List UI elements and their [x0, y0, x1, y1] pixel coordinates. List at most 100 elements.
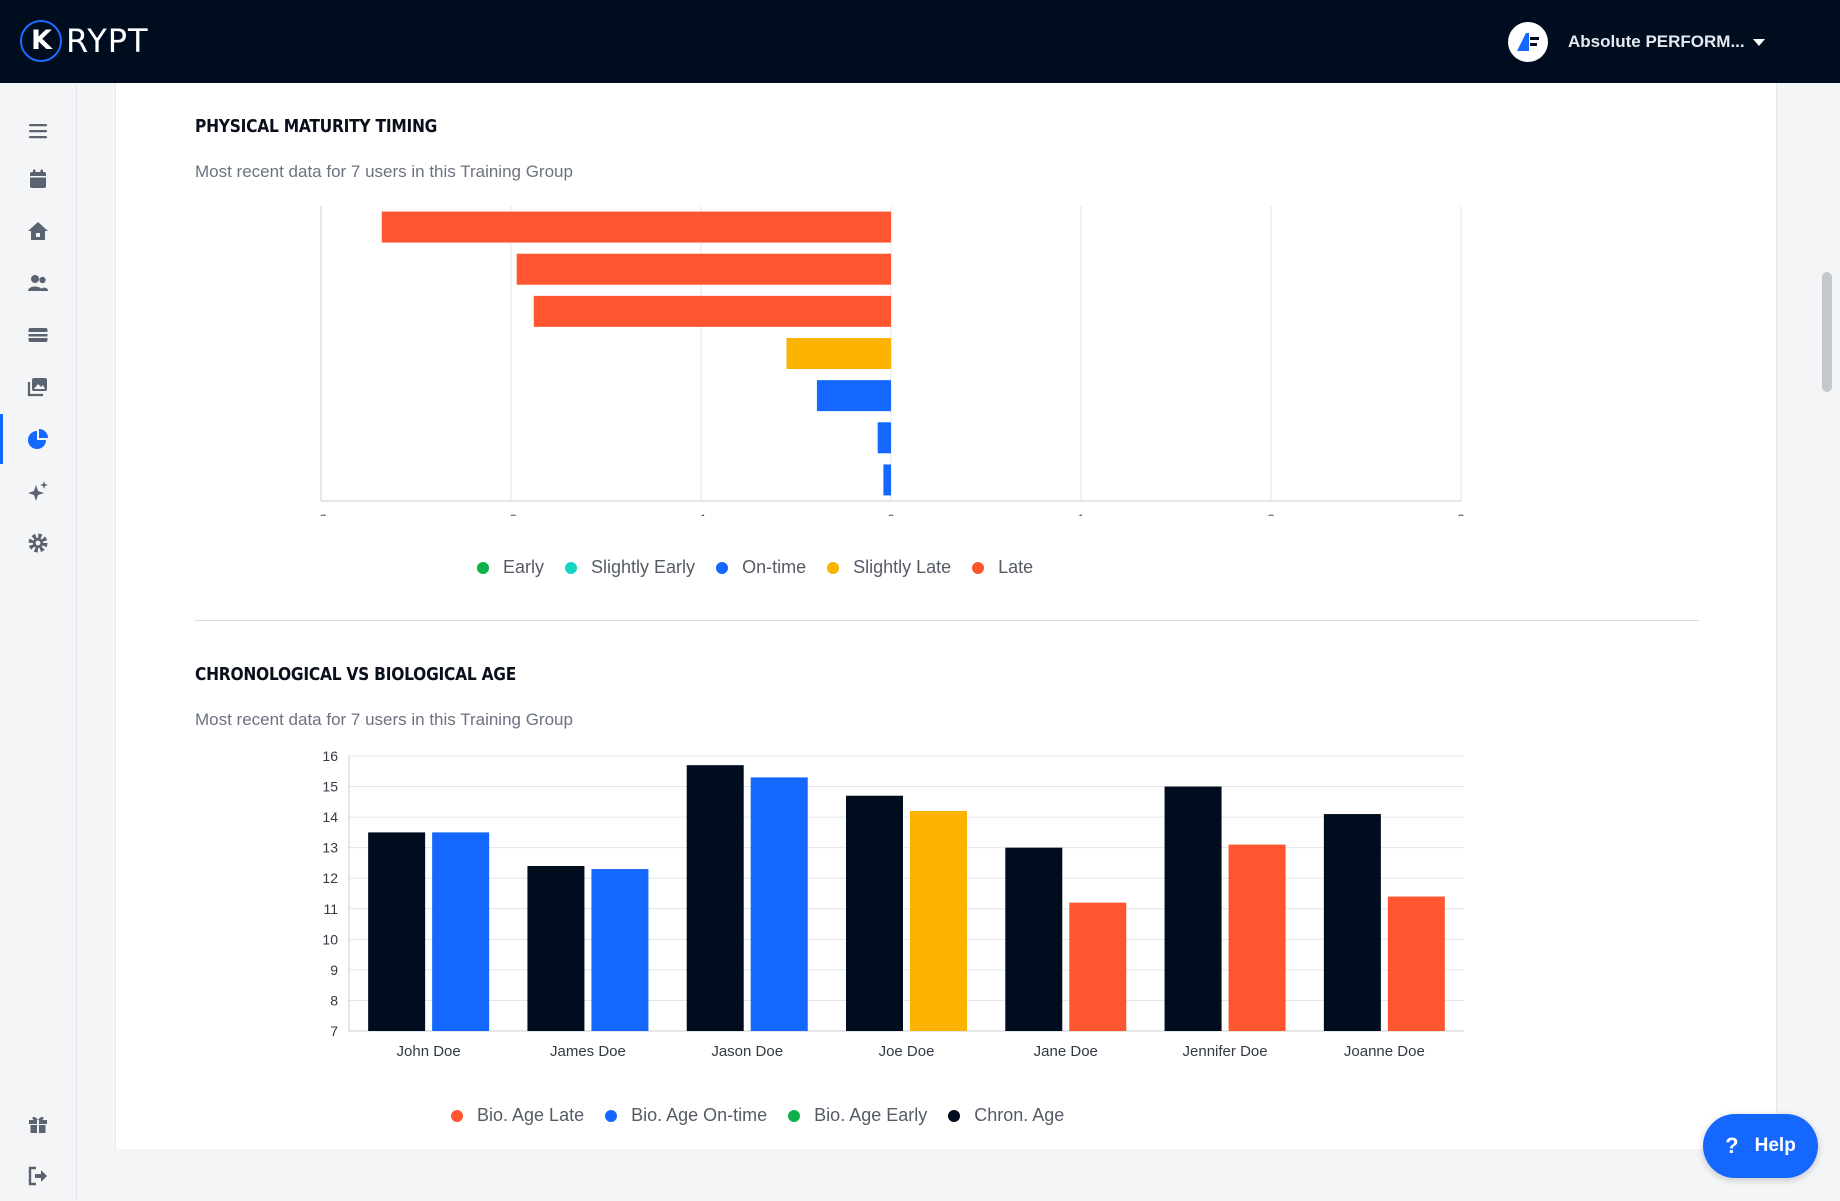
logo-text: RYPT — [66, 22, 149, 60]
legend-dot-icon — [948, 1109, 961, 1122]
sidebar-item-gifts[interactable] — [0, 1099, 76, 1149]
chron-age-bar — [1323, 814, 1381, 1031]
legend-dot-icon — [605, 1109, 618, 1122]
sidebar-item-media[interactable] — [0, 362, 76, 412]
bio-age-bar — [432, 832, 490, 1031]
legend-item[interactable]: Chron. Age — [948, 1105, 1064, 1126]
maturity-section-title: PHYSICAL MATURITY TIMING — [195, 116, 438, 137]
chron-age-bar — [846, 795, 903, 1031]
chron-age-bar — [686, 765, 744, 1031]
y-tick-label: 10 — [322, 931, 338, 947]
home-icon — [28, 222, 48, 240]
sidebar-item-reports[interactable] — [0, 414, 76, 464]
legend-label: Late — [998, 557, 1034, 577]
age-legend: Bio. Age Late Bio. Age On-time Bio. Age Ea… — [451, 1105, 1085, 1126]
sparkles-icon — [28, 481, 48, 501]
bio-age-bar — [591, 869, 649, 1031]
maturity-bar — [516, 253, 891, 285]
maturity-bar — [533, 295, 891, 327]
maturity-bar — [877, 422, 891, 454]
chron-age-bar — [1164, 786, 1222, 1031]
section-divider — [195, 620, 1699, 621]
x-tick-label: 2 — [1267, 511, 1275, 516]
card-icon — [28, 328, 48, 342]
legend-dot-icon — [565, 561, 578, 574]
top-bar: K RYPT Absolute PERFORM... — [0, 0, 1840, 83]
legend-label: Chron. Age — [974, 1105, 1065, 1125]
chevron-down-icon[interactable] — [1752, 38, 1765, 46]
x-category-label: John Doe — [397, 1043, 461, 1060]
bio-age-bar — [750, 777, 808, 1031]
x-category-label: Joe Doe — [879, 1043, 935, 1060]
gift-icon — [29, 1116, 47, 1133]
users-icon — [28, 275, 48, 291]
y-tick-label: 15 — [322, 779, 338, 795]
menu-toggle-button[interactable] — [0, 106, 76, 156]
page-scrollbar[interactable] — [1822, 272, 1832, 392]
account-menu[interactable]: Absolute PERFORM... — [1508, 22, 1765, 62]
legend-dot-icon — [716, 561, 729, 574]
sidebar-item-cards[interactable] — [0, 310, 76, 360]
x-tick-label: 0 — [887, 511, 895, 516]
sidebar-item-users[interactable] — [0, 258, 76, 308]
legend-item[interactable]: Slightly Early — [565, 557, 695, 578]
maturity-bar — [816, 380, 891, 412]
app-logo[interactable]: K RYPT — [20, 20, 149, 62]
maturity-chart: -3 -2 -1 0 1 2 3 — [315, 206, 1465, 516]
logout-button[interactable] — [0, 1151, 76, 1201]
sidebar-item-settings[interactable] — [0, 518, 76, 568]
legend-label: On-time — [742, 557, 807, 577]
age-section-title: CHRONOLOGICAL VS BIOLOGICAL AGE — [195, 664, 517, 685]
logout-icon — [28, 1166, 47, 1186]
legend-item[interactable]: Late — [972, 557, 1033, 578]
legend-item[interactable]: On-time — [716, 557, 806, 578]
x-category-label: Jennifer Doe — [1183, 1043, 1268, 1060]
maturity-section-subtitle: Most recent data for 7 users in this Tra… — [195, 162, 573, 181]
help-button[interactable]: ? Help — [1703, 1114, 1818, 1178]
images-icon — [27, 378, 47, 397]
x-tick-label: 1 — [1077, 511, 1085, 516]
maturity-bar — [883, 464, 891, 496]
pie-chart-icon — [28, 429, 48, 449]
x-category-label: Jane Doe — [1034, 1043, 1098, 1060]
maturity-bar — [381, 211, 891, 243]
age-chart: 7 8 9 10 11 12 13 14 15 16 John Doe James Doe Jason … — [322, 748, 1464, 1060]
sidebar-item-home[interactable] — [0, 206, 76, 256]
help-question-icon: ? — [1725, 1133, 1739, 1158]
legend-dot-icon — [451, 1109, 463, 1122]
sidebar-item-calendar[interactable] — [0, 154, 76, 204]
y-tick-label: 7 — [330, 1023, 338, 1039]
x-tick-label: -3 — [315, 511, 328, 516]
legend-item[interactable]: Slightly Late — [827, 557, 951, 578]
account-avatar-icon — [1508, 22, 1548, 62]
x-tick-label: -1 — [695, 511, 708, 516]
legend-item[interactable]: Bio. Age On-time — [605, 1105, 767, 1126]
report-card: PHYSICAL MATURITY TIMING Most recent dat… — [115, 83, 1777, 1149]
calendar-icon — [30, 169, 46, 188]
logo-glyph: K — [31, 25, 52, 56]
sidebar-item-ai[interactable] — [0, 466, 76, 516]
legend-dot-icon — [827, 561, 840, 574]
legend-dot-icon — [972, 561, 985, 574]
chron-age-bar — [368, 832, 426, 1031]
legend-label: Bio. Age On-time — [631, 1105, 768, 1125]
gear-icon — [28, 533, 48, 553]
x-tick-label: 3 — [1457, 511, 1465, 516]
legend-label: Early — [503, 557, 545, 577]
legend-label: Slightly Late — [853, 557, 952, 577]
legend-label: Slightly Early — [591, 557, 696, 577]
x-category-label: James Doe — [550, 1043, 626, 1060]
bio-age-bar — [1387, 896, 1445, 1031]
chron-age-bar — [527, 866, 585, 1031]
y-tick-label: 11 — [323, 901, 338, 917]
maturity-bar — [786, 338, 891, 369]
logo-mark-icon: K — [20, 20, 62, 62]
x-category-label: Joanne Doe — [1344, 1043, 1425, 1060]
x-category-label: Jason Doe — [711, 1043, 783, 1060]
y-tick-label: 13 — [322, 840, 338, 856]
legend-item[interactable]: Bio. Age Early — [788, 1105, 927, 1126]
legend-item[interactable]: Early — [477, 557, 544, 578]
y-tick-label: 12 — [322, 870, 338, 886]
sidebar — [0, 83, 77, 1200]
legend-item[interactable]: Bio. Age Late — [451, 1105, 584, 1126]
